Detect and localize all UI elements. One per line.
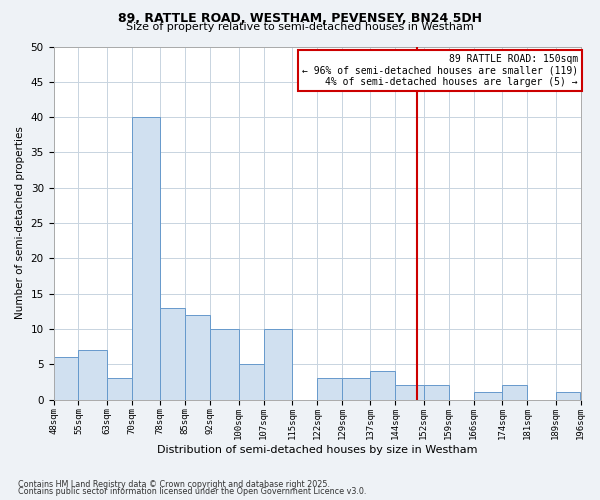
Bar <box>132 117 160 400</box>
X-axis label: Distribution of semi-detached houses by size in Westham: Distribution of semi-detached houses by … <box>157 445 477 455</box>
Bar <box>370 372 395 400</box>
Text: 89 RATTLE ROAD: 150sqm
← 96% of semi-detached houses are smaller (119)
4% of sem: 89 RATTLE ROAD: 150sqm ← 96% of semi-det… <box>302 54 578 87</box>
Y-axis label: Number of semi-detached properties: Number of semi-detached properties <box>15 126 25 320</box>
Bar <box>556 392 580 400</box>
Bar <box>395 386 424 400</box>
Bar <box>79 350 107 400</box>
Bar <box>160 308 185 400</box>
Bar <box>263 329 292 400</box>
Bar <box>502 386 527 400</box>
Bar <box>210 329 239 400</box>
Bar <box>53 357 79 400</box>
Text: 89, RATTLE ROAD, WESTHAM, PEVENSEY, BN24 5DH: 89, RATTLE ROAD, WESTHAM, PEVENSEY, BN24… <box>118 12 482 26</box>
Text: Size of property relative to semi-detached houses in Westham: Size of property relative to semi-detach… <box>126 22 474 32</box>
Text: Contains public sector information licensed under the Open Government Licence v3: Contains public sector information licen… <box>18 487 367 496</box>
Bar <box>239 364 263 400</box>
Text: Contains HM Land Registry data © Crown copyright and database right 2025.: Contains HM Land Registry data © Crown c… <box>18 480 330 489</box>
Bar <box>342 378 370 400</box>
Bar <box>473 392 502 400</box>
Bar <box>317 378 342 400</box>
Bar <box>107 378 132 400</box>
Bar <box>185 315 210 400</box>
Bar <box>424 386 449 400</box>
